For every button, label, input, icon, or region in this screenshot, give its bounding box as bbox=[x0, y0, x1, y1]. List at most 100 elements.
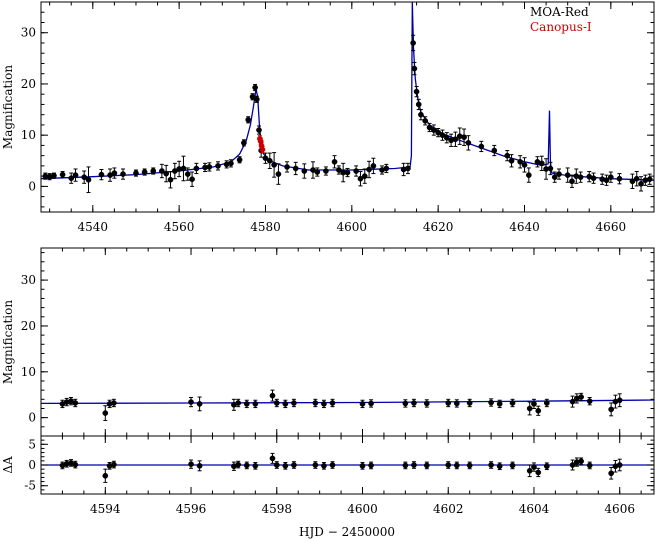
top-panel-moa-red-point bbox=[418, 109, 424, 121]
top-panel-moa-red-point bbox=[569, 174, 575, 188]
top-panel-moa-red-point bbox=[353, 165, 359, 177]
marker bbox=[236, 156, 243, 163]
marker bbox=[368, 462, 374, 469]
top-panel-moa-red-point bbox=[383, 163, 390, 174]
marker bbox=[120, 171, 126, 177]
marker bbox=[150, 168, 157, 174]
marker bbox=[314, 169, 321, 175]
marker bbox=[551, 174, 558, 181]
top-panel-moa-red-point bbox=[504, 150, 511, 162]
top-panel-ylabel: Magnification bbox=[1, 65, 15, 149]
marker bbox=[271, 162, 277, 168]
top-panel-moa-red-point bbox=[256, 125, 262, 135]
top-panel-ytick-label: 10 bbox=[21, 128, 36, 142]
marker bbox=[284, 164, 290, 170]
marker bbox=[411, 65, 418, 72]
middle-panel-moa-red-point bbox=[526, 401, 533, 416]
middle-panel-moa-red-point bbox=[188, 396, 194, 408]
top-panel: 4540 4560 4580 4600 4620 4640 4660 0 10 20 30 Magn… bbox=[1, 1, 655, 234]
top-panel-moa-red-point bbox=[133, 169, 139, 177]
marker bbox=[465, 140, 472, 146]
marker bbox=[259, 146, 266, 153]
middle-panel-moa-red-point bbox=[509, 398, 516, 408]
marker bbox=[252, 462, 259, 469]
marker bbox=[241, 140, 247, 146]
bottom-panel-ylabel: ΔA bbox=[1, 456, 15, 474]
bottom-panel-ytick-label: 0 bbox=[28, 458, 36, 472]
top-panel-moa-red-point bbox=[430, 124, 437, 136]
marker bbox=[329, 462, 336, 468]
top-panel-ytick-label: 30 bbox=[21, 26, 36, 40]
middle-panel-model-curve bbox=[41, 399, 654, 405]
bottom-panel-moa-red-point bbox=[368, 461, 374, 470]
top-panel-moa-red-point bbox=[491, 144, 498, 157]
marker bbox=[252, 401, 259, 407]
top-panel-moa-red-point bbox=[51, 172, 57, 179]
top-panel-xtick-label: 4560 bbox=[164, 220, 195, 234]
top-panel-moa-red-point bbox=[405, 162, 411, 175]
top-panel-moa-red-point bbox=[638, 176, 644, 192]
top-panel-moa-red-point bbox=[331, 155, 338, 169]
bottom-panel-moa-red-point bbox=[526, 464, 533, 478]
marker bbox=[291, 462, 297, 468]
top-panel-moa-red-point bbox=[426, 122, 433, 133]
marker bbox=[607, 174, 614, 181]
bottom-panel-moa-red-point bbox=[72, 460, 79, 469]
marker bbox=[368, 400, 374, 407]
middle-panel-moa-red-point bbox=[616, 393, 623, 408]
middle-panel-moa-red-point bbox=[445, 398, 452, 408]
top-panel-moa-red-point bbox=[452, 131, 459, 147]
top-panel-moa-red-point bbox=[167, 171, 174, 189]
bottom-panel-moa-red-point bbox=[466, 461, 473, 470]
middle-panel-moa-red-point bbox=[573, 393, 580, 404]
top-panel-moa-red-point bbox=[262, 152, 269, 164]
top-panel-ytick-label: 20 bbox=[21, 77, 36, 91]
top-panel-moa-red-point bbox=[85, 166, 92, 194]
middle-panel-moa-red-point bbox=[273, 398, 280, 408]
top-panel-moa-red-point bbox=[435, 128, 442, 138]
marker bbox=[273, 400, 280, 406]
middle-panel-moa-red-point bbox=[453, 399, 460, 408]
bottom-panel-moa-red-point bbox=[235, 460, 242, 469]
bottom-panel-moa-red-point bbox=[612, 459, 619, 473]
marker bbox=[633, 175, 640, 182]
top-panel-moa-red-point bbox=[180, 155, 187, 182]
middle-panel-moa-red-point bbox=[543, 398, 550, 408]
bottom-panel-xtick-label: 4606 bbox=[604, 502, 635, 516]
marker bbox=[504, 152, 511, 159]
marker bbox=[577, 174, 584, 181]
top-panel-moa-red-point bbox=[534, 156, 541, 168]
marker bbox=[111, 170, 118, 176]
middle-panel-moa-red-point bbox=[608, 402, 614, 417]
marker bbox=[578, 458, 584, 465]
top-panel-moa-red-point bbox=[284, 161, 290, 173]
marker bbox=[569, 462, 576, 468]
marker bbox=[249, 93, 256, 100]
top-panel-moa-red-point bbox=[344, 167, 351, 178]
bottom-panel-moa-red-point bbox=[111, 460, 117, 469]
marker bbox=[245, 116, 252, 123]
marker bbox=[361, 173, 368, 179]
marker bbox=[282, 401, 289, 407]
marker bbox=[228, 160, 234, 167]
marker bbox=[418, 111, 424, 118]
middle-panel-moa-red-point bbox=[252, 399, 259, 409]
top-panel-moa-red-point bbox=[547, 161, 554, 176]
marker bbox=[252, 84, 258, 91]
marker bbox=[413, 88, 420, 95]
marker bbox=[410, 40, 416, 46]
marker bbox=[569, 398, 576, 405]
bottom-panel-moa-red-point bbox=[535, 467, 542, 478]
top-panel-moa-red-point bbox=[107, 168, 113, 182]
bottom-panel-moa-red-point bbox=[411, 461, 417, 469]
middle-panel-moa-red-point bbox=[231, 398, 237, 411]
bottom-panel-moa-red-point bbox=[106, 462, 113, 470]
top-panel-moa-red-point bbox=[543, 158, 549, 180]
top-panel-frame bbox=[40, 1, 655, 213]
marker bbox=[59, 171, 66, 178]
marker bbox=[329, 400, 336, 406]
marker bbox=[72, 461, 79, 468]
middle-panel-moa-red-point bbox=[359, 399, 366, 409]
bottom-panel-xtick-label: 4594 bbox=[90, 502, 121, 516]
bottom-panel-moa-red-point bbox=[243, 461, 250, 470]
